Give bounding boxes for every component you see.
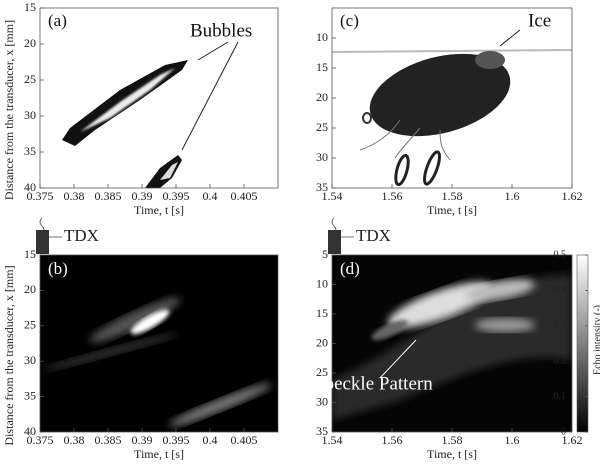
x-axis-label: Time, t [s] bbox=[427, 203, 477, 217]
colorbar bbox=[577, 255, 588, 432]
y-tick-label: 20 bbox=[24, 36, 36, 50]
colorbar-tick-label: 0 bbox=[561, 426, 566, 437]
x-tick-label: 1.56 bbox=[382, 189, 403, 203]
y-tick-label: 40 bbox=[24, 180, 36, 194]
colorbar-tick-label: 0.2 bbox=[554, 355, 567, 366]
annotation: Ice bbox=[528, 10, 551, 31]
tdx-label: TDX bbox=[356, 226, 391, 245]
x-tick-label: 0.4 bbox=[203, 433, 218, 447]
y-tick-label: 15 bbox=[24, 247, 36, 261]
y-tick-label: 35 bbox=[316, 180, 328, 194]
annotation: Speckle Pattern bbox=[314, 373, 433, 394]
x-tick-label: 1.6 bbox=[505, 189, 520, 203]
image-c bbox=[332, 8, 572, 188]
image-d bbox=[332, 255, 572, 432]
y-tick-label: 25 bbox=[24, 318, 36, 332]
x-tick-label: 0.385 bbox=[95, 433, 122, 447]
x-axis-label: Time, t [s] bbox=[134, 447, 184, 461]
y-tick-label: 30 bbox=[316, 394, 328, 408]
x-tick-label: 0.38 bbox=[64, 189, 85, 203]
panel-label: (b) bbox=[48, 259, 68, 278]
x-tick-label: 0.385 bbox=[95, 189, 122, 203]
x-tick-label: 0.395 bbox=[163, 189, 190, 203]
x-tick-label: 1.62 bbox=[562, 189, 583, 203]
y-tick-label: 15 bbox=[316, 60, 328, 74]
colorbar-tick-label: 0.4 bbox=[554, 285, 567, 296]
panel-label: (d) bbox=[340, 259, 360, 278]
y-tick-label: 20 bbox=[24, 282, 36, 296]
x-tick-label: 0.39 bbox=[132, 433, 153, 447]
y-tick-label: 5 bbox=[322, 247, 328, 261]
y-tick-label: 30 bbox=[24, 108, 36, 122]
x-tick-label: 1.56 bbox=[382, 433, 403, 447]
y-tick-label: 10 bbox=[316, 30, 328, 44]
x-tick-label: 0.4 bbox=[203, 189, 218, 203]
panel-label: (c) bbox=[340, 11, 359, 30]
y-tick-label: 35 bbox=[24, 144, 36, 158]
x-tick-label: 1.6 bbox=[505, 433, 520, 447]
y-tick-label: 25 bbox=[316, 120, 328, 134]
colorbar-label: Echo intensity (-) bbox=[592, 305, 600, 375]
y-tick-label: 35 bbox=[316, 424, 328, 438]
y-tick-label: 20 bbox=[316, 90, 328, 104]
y-tick-label: 30 bbox=[316, 150, 328, 164]
y-tick-label: 30 bbox=[24, 353, 36, 367]
y-tick-label: 20 bbox=[316, 335, 328, 349]
y-axis-label: Distance from the transducer, x [mm] bbox=[2, 265, 16, 445]
panel-label: (a) bbox=[48, 11, 67, 30]
y-tick-label: 35 bbox=[24, 388, 36, 402]
x-tick-label: 0.38 bbox=[64, 433, 85, 447]
figure: TDX TDX 0.3750.380.3850.390.3950.40.4051… bbox=[0, 0, 600, 470]
x-axis-label: Time, t [s] bbox=[134, 203, 184, 217]
x-tick-label: 1.58 bbox=[442, 433, 463, 447]
y-axis-label: Distance from the transducer, x [mm] bbox=[2, 20, 16, 200]
y-tick-label: 15 bbox=[24, 0, 36, 14]
x-tick-label: 0.39 bbox=[132, 189, 153, 203]
y-tick-label: 25 bbox=[24, 72, 36, 86]
x-tick-label: 0.405 bbox=[231, 189, 258, 203]
x-axis-label: Time, t [s] bbox=[427, 447, 477, 461]
annotation: Bubbles bbox=[190, 20, 252, 41]
x-tick-label: 0.395 bbox=[163, 433, 190, 447]
colorbar-tick-label: 0.3 bbox=[554, 320, 567, 331]
y-tick-label: 40 bbox=[24, 424, 36, 438]
colorbar-tick-label: 0.5 bbox=[554, 249, 567, 260]
y-tick-label: 10 bbox=[316, 276, 328, 290]
tdx-label: TDX bbox=[64, 226, 99, 245]
x-tick-label: 1.58 bbox=[442, 189, 463, 203]
y-tick-label: 15 bbox=[316, 306, 328, 320]
image-b bbox=[40, 255, 278, 432]
x-tick-label: 0.405 bbox=[231, 433, 258, 447]
colorbar-tick-label: 0.1 bbox=[554, 391, 567, 402]
